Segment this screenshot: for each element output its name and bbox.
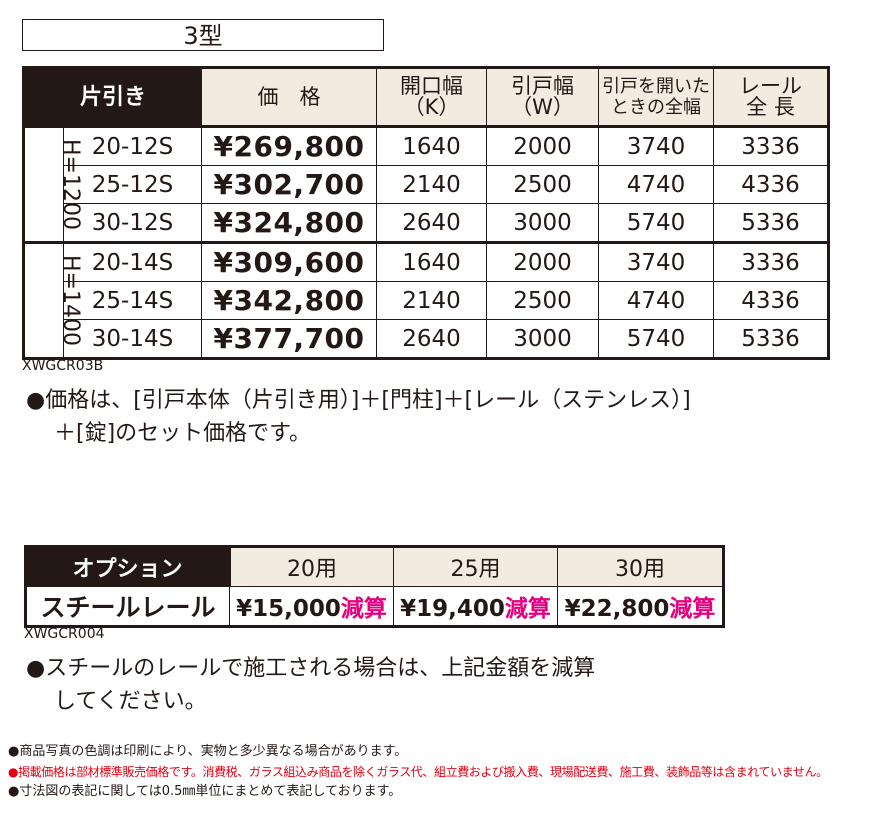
- door-cell: 2000: [486, 241, 600, 282]
- full-cell: 4740: [598, 281, 715, 320]
- page-title: 3型: [22, 19, 384, 51]
- header-full-line1: 引戸を開いた: [602, 76, 711, 97]
- model-cell: 30-12S: [62, 203, 203, 243]
- table-row: 25-14S ¥342,800 2140 2500 4740 4336: [24, 281, 831, 320]
- opening-cell: 2140: [376, 165, 488, 204]
- opening-cell: 1640: [376, 241, 488, 282]
- set-price-note: ●価格は、[引戸本体（片引き用）]＋[門柱]＋[レール（ステンレス）] ＋[錠]…: [26, 384, 691, 450]
- table-row: 30-14S ¥377,700 2640 3000 5740 5336: [24, 319, 831, 360]
- header-full: 引戸を開いた ときの全幅: [598, 66, 715, 127]
- full-cell: 3740: [598, 125, 715, 166]
- option-value: ¥22,800減算: [557, 586, 725, 628]
- table-row: H=1200 20-12S ¥269,800 1640 2000 3740 33…: [22, 125, 831, 243]
- option-row-name: スチールレール: [24, 586, 230, 628]
- note-line: ●スチールのレールで施工される場合は、上記金額を減算: [26, 656, 596, 681]
- header-rail-line1: レール: [739, 74, 803, 98]
- footnotes: ●商品写真の色調は印刷により、実物と多少異なる場合があります。 ●掲載価格は部材…: [8, 742, 893, 802]
- full-cell: 5740: [598, 203, 715, 243]
- full-cell: 3740: [598, 241, 715, 282]
- rail-cell: 4336: [713, 165, 831, 204]
- option-value: ¥15,000減算: [229, 586, 394, 628]
- product-code: XWGCR03B: [22, 358, 104, 374]
- option-code: XWGCR004: [24, 626, 105, 642]
- note-line: してください。: [54, 689, 207, 714]
- header-price: 価 格: [201, 66, 378, 127]
- header-rail-line2: 全 長: [746, 95, 795, 119]
- rail-cell: 5336: [713, 203, 831, 243]
- height-label: H=1200: [22, 125, 83, 243]
- model-cell: 30-14S: [62, 319, 203, 360]
- door-cell: 2000: [486, 125, 600, 166]
- opening-cell: 2140: [376, 281, 488, 320]
- opening-cell: 1640: [376, 125, 488, 166]
- header-door: 引戸幅 （W）: [486, 66, 600, 127]
- note-line: ●価格は、[引戸本体（片引き用）]＋[門柱]＋[レール（ステンレス）]: [26, 388, 691, 413]
- header-opening-line1: 開口幅: [400, 74, 464, 98]
- table-row: 30-12S ¥324,800 2640 3000 5740 5336: [24, 203, 831, 243]
- footnote: ●寸法図の表記に関しては0.5㎜単位にまとめて表記しております。: [8, 784, 402, 799]
- price-cell: ¥324,800: [201, 203, 378, 243]
- header-door-line1: 引戸幅: [511, 74, 575, 98]
- price-cell: ¥302,700: [201, 165, 378, 204]
- opening-cell: 2640: [376, 203, 488, 243]
- opening-cell: 2640: [376, 319, 488, 360]
- table-row: 25-12S ¥302,700 2140 2500 4740 4336: [24, 165, 831, 204]
- price-cell: ¥309,600: [201, 241, 378, 282]
- table-row: H=1400 20-14S ¥309,600 1640 2000 3740 33…: [22, 241, 831, 360]
- full-cell: 4740: [598, 165, 715, 204]
- model-cell: 25-12S: [62, 165, 203, 204]
- door-cell: 3000: [486, 203, 600, 243]
- header-opening-line2: （K）: [403, 95, 460, 119]
- note-line: ＋[錠]のセット価格です。: [54, 421, 311, 446]
- header-door-line2: （W）: [511, 95, 574, 119]
- rail-cell: 3336: [713, 241, 831, 282]
- header-opening: 開口幅 （K）: [376, 66, 488, 127]
- option-header: オプション: [24, 545, 231, 587]
- door-cell: 2500: [486, 281, 600, 320]
- door-cell: 3000: [486, 319, 600, 360]
- option-col-30: 30用: [557, 545, 725, 587]
- height-label: H=1400: [22, 241, 83, 360]
- model-cell: 20-14S: [62, 241, 203, 282]
- door-cell: 2500: [486, 165, 600, 204]
- price-table: 片引き 価 格 開口幅 （K） 引戸幅 （W） 引戸を開いた ときの全幅 レール…: [21, 66, 831, 360]
- full-cell: 5740: [598, 319, 715, 360]
- option-col-25: 25用: [393, 545, 558, 587]
- model-cell: 20-12S: [62, 125, 203, 166]
- price-cell: ¥377,700: [201, 319, 378, 360]
- option-value: ¥19,400減算: [393, 586, 558, 628]
- rail-cell: 4336: [713, 281, 831, 320]
- footnote: ●商品写真の色調は印刷により、実物と多少異なる場合があります。: [8, 744, 408, 759]
- header-rail: レール 全 長: [713, 66, 831, 127]
- price-cell: ¥342,800: [201, 281, 378, 320]
- footnote: ●掲載価格は部材標準販売価格です。消費税、ガラス組込み商品を除くガラス代、組立費…: [8, 765, 828, 779]
- header-type: 片引き: [21, 66, 203, 127]
- price-cell: ¥269,800: [201, 125, 378, 166]
- steel-rail-note: ●スチールのレールで施工される場合は、上記金額を減算 してください。: [26, 652, 595, 718]
- rail-cell: 3336: [713, 125, 831, 166]
- option-table: オプション 20用 25用 30用 スチールレール ¥15,000減算 ¥19,…: [24, 545, 725, 628]
- rail-cell: 5336: [713, 319, 831, 360]
- model-cell: 25-14S: [62, 281, 203, 320]
- header-full-line2: ときの全幅: [611, 97, 702, 118]
- option-col-20: 20用: [229, 545, 394, 587]
